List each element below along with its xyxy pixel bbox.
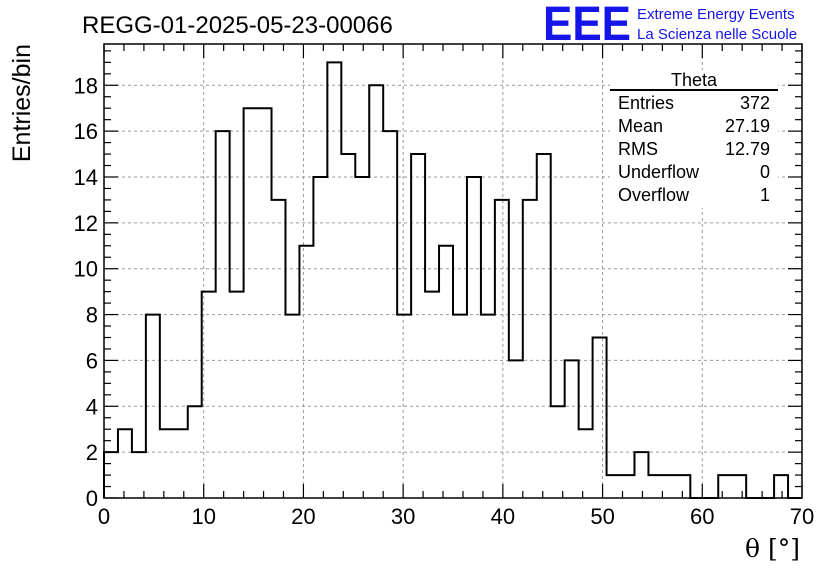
x-tick-label: 20	[291, 504, 315, 529]
x-tick-label: 50	[590, 504, 614, 529]
y-tick-label: 14	[74, 165, 98, 190]
stats-value: 372	[740, 93, 770, 113]
x-tick-label: 60	[690, 504, 714, 529]
stats-value: 27.19	[725, 116, 770, 136]
x-tick-label: 70	[790, 504, 814, 529]
stats-rows: Entries 372 Mean 27.19 RMS 12.79 Underflow 0 Ove…	[618, 93, 770, 205]
y-tick-label: 2	[86, 440, 98, 465]
logo-line1: Extreme Energy Events	[637, 6, 795, 23]
stats-value: 1	[760, 185, 770, 205]
x-tick-label: 0	[98, 504, 110, 529]
y-tick-label: 0	[86, 486, 98, 511]
stats-label: Overflow	[618, 185, 690, 205]
chart-title: REGG-01-2025-05-23-00066	[82, 12, 393, 39]
x-tick-labels: 0 10 20 30 40 50 60 70	[98, 504, 814, 529]
x-tick-label: 40	[491, 504, 515, 529]
y-tick-labels: 0 2 4 6 8 10 12 14 16 18	[74, 73, 98, 511]
stats-value: 0	[760, 162, 770, 182]
x-tick-label: 30	[391, 504, 415, 529]
stats-title: Theta	[671, 70, 718, 90]
stats-label: Entries	[618, 93, 674, 113]
plot-frame	[103, 43, 803, 499]
histogram-line	[103, 61, 802, 499]
stats-label: Underflow	[618, 162, 700, 182]
x-axis-label: θ [°]	[745, 534, 800, 563]
eee-logo: EEE	[543, 0, 631, 51]
stats-box: Theta Entries 372 Mean 27.19 RMS 12.79 Underfl…	[610, 70, 778, 208]
y-tick-label: 16	[74, 119, 98, 144]
stats-label: Mean	[618, 116, 663, 136]
y-tick-label: 18	[74, 73, 98, 98]
logo-line2: La Scienza nelle Scuole	[637, 26, 797, 43]
stats-value: 12.79	[725, 139, 770, 159]
y-tick-label: 8	[86, 303, 98, 328]
x-tick-label: 10	[191, 504, 215, 529]
stats-label: RMS	[618, 139, 658, 159]
y-tick-label: 12	[74, 211, 98, 236]
y-tick-label: 4	[86, 394, 98, 419]
y-tick-label: 10	[74, 257, 98, 282]
y-axis-label: Entries/bin	[8, 44, 36, 162]
y-tick-label: 6	[86, 348, 98, 373]
